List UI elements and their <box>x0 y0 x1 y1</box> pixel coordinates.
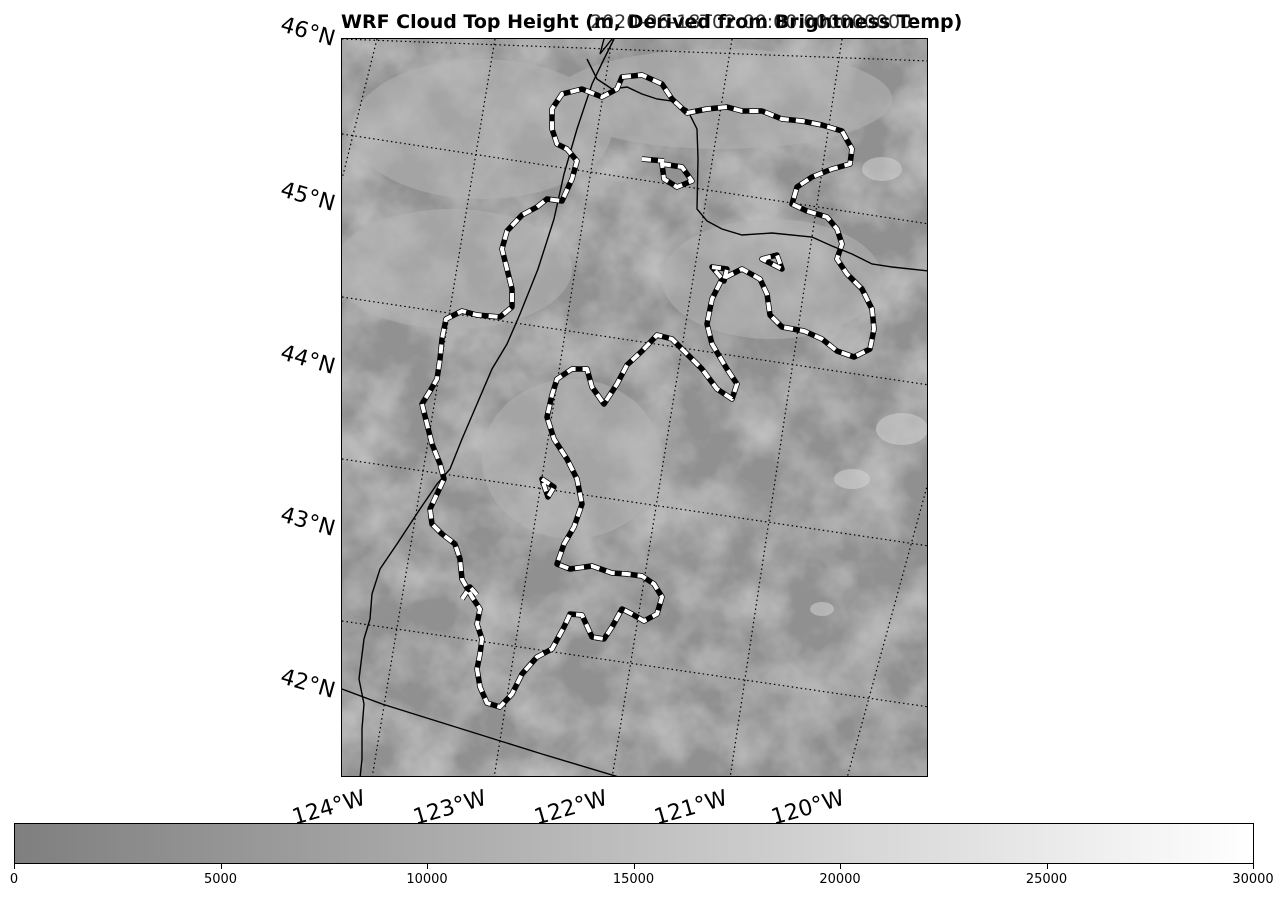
colorbar-tick-label: 20000 <box>819 872 861 887</box>
lat-label-45: 45°N <box>277 177 338 217</box>
map-panel[interactable] <box>341 38 928 777</box>
colorbar-tick-label: 25000 <box>1025 872 1068 887</box>
colorbar-tick <box>1253 864 1254 869</box>
lat-label-44: 44°N <box>277 340 338 380</box>
map-title: WRF Cloud Top Height (m, Derived from Br… <box>341 11 963 33</box>
colorbar-tick-label: 10000 <box>406 872 448 887</box>
colorbar-tick-label: 30000 <box>1232 872 1274 887</box>
colorbar-tick-label: 15000 <box>612 872 655 887</box>
colorbar-tick <box>1046 864 1048 869</box>
colorbar-tick <box>633 864 635 869</box>
colorbar-tick-label: 5000 <box>203 872 238 887</box>
cloud-contour <box>419 72 877 710</box>
map-canvas <box>342 39 927 776</box>
lat-label-43: 43°N <box>277 502 338 542</box>
colorbar-tick <box>14 864 15 869</box>
lat-label-46: 46°N <box>277 12 338 52</box>
longitude-gridlines <box>342 39 927 776</box>
colorbar <box>14 823 1254 864</box>
lat-label-42: 42°N <box>277 664 338 704</box>
latitude-gridlines <box>342 39 927 708</box>
map-timestamp: 2020-06-18T02:00:00.000000000 <box>590 11 913 33</box>
colorbar-tick <box>840 864 841 869</box>
coastline <box>342 39 927 776</box>
colorbar-tick-label: 0 <box>9 872 19 887</box>
cloud-white-patches <box>810 157 927 616</box>
colorbar-tick <box>220 864 222 869</box>
colorbar-tick <box>427 864 428 869</box>
